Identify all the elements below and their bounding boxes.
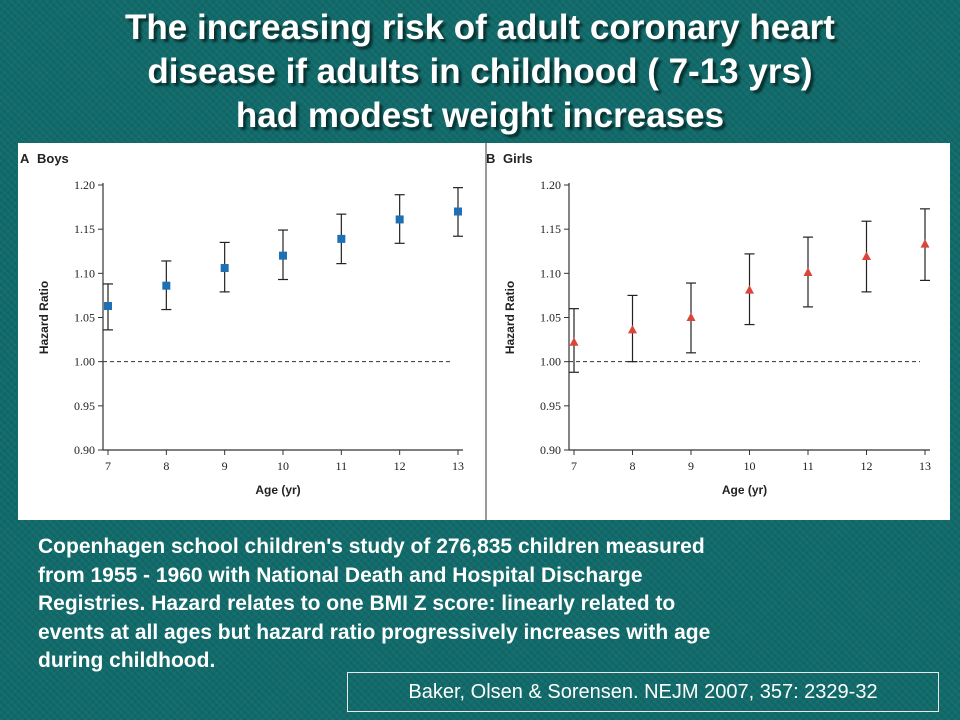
girls-data-point: [862, 251, 871, 261]
boys-data-point: [454, 207, 462, 216]
girls-ytick-label: 1.10: [540, 266, 561, 280]
girls-ytick-label: 0.90: [540, 443, 561, 457]
description-line-1: Copenhagen school children's study of 27…: [38, 535, 705, 558]
girls-xtick-label: 12: [861, 459, 873, 473]
boys-xtick-label: 7: [105, 459, 111, 473]
girls-panel-letter: B: [486, 151, 495, 166]
description-line-3: Registries. Hazard relates to one BMI Z …: [38, 592, 676, 616]
title-line-1: The increasing risk of adult coronary he…: [125, 8, 835, 47]
description-line-2: from 1955 - 1960 with National Death and…: [38, 563, 643, 587]
girls-ytick-label: 1.15: [540, 222, 561, 236]
girls-data-point: [686, 312, 696, 321]
boys-xtick-label: 8: [163, 459, 169, 473]
girls-data-point: [803, 267, 813, 276]
girls-data-point: [920, 239, 930, 248]
boys-xtick-label: 12: [394, 459, 406, 473]
boys-data-point: [337, 234, 346, 243]
girls-data-point: [628, 324, 637, 334]
girls-xtick-label: 11: [802, 459, 814, 473]
boys-ytick-label: 1.05: [74, 311, 95, 325]
title-line-2: disease if adults in childhood ( 7-13 yr…: [147, 52, 813, 91]
boys-xtick-label: 10: [277, 459, 289, 473]
hazard-ratio-chart: A Boys 0.90 0.95 1.00 1.05 1.10 1.15 1.20 7 8 9 10 11…: [20, 151, 931, 497]
boys-data-point: [395, 215, 404, 224]
boys-ytick-label: 0.90: [74, 443, 95, 457]
girls-xtick-label: 9: [688, 459, 694, 473]
girls-panel-title: Girls: [503, 151, 533, 166]
figure-panels: A Boys 0.90 0.95 1.00 1.05 1.10 1.15 1.20 7 8 9 10 11…: [18, 143, 950, 520]
boys-panel-letter: A: [20, 151, 30, 166]
girls-ytick-label: 1.00: [540, 355, 561, 369]
citation-text: Baker, Olsen & Sorensen. NEJM 2007, 357:…: [408, 681, 878, 703]
citation-box: Baker, Olsen & Sorensen. NEJM 2007, 357:…: [347, 672, 939, 712]
boys-data-point: [162, 281, 171, 290]
boys-xtick-label: 13: [452, 459, 464, 473]
title-line-3: had modest weight increases: [235, 96, 725, 135]
boys-ytick-label: 1.10: [74, 266, 95, 280]
description-line-4: events at all ages but hazard ratio prog…: [38, 620, 711, 644]
girls-ytick-label: 0.95: [540, 399, 561, 413]
girls-xtick-label: 8: [630, 459, 636, 473]
boys-y-axis-title: Hazard Ratio: [37, 281, 51, 354]
girls-xtick-label: 7: [571, 459, 577, 473]
girls-data-point: [745, 285, 754, 294]
girls-y-axis-title: Hazard Ratio: [503, 281, 517, 354]
girls-ytick-label: 1.20: [540, 178, 561, 192]
panel-divider: [485, 143, 487, 520]
study-description: Copenhagen school children's study of 27…: [38, 533, 938, 676]
boys-data-point: [279, 251, 287, 260]
boys-x-axis-title: Age (yr): [255, 483, 300, 497]
boys-ytick-label: 1.00: [74, 355, 95, 369]
description-line-5: during childhood.: [38, 649, 216, 673]
boys-panel-title: Boys: [37, 151, 69, 166]
girls-xtick-label: 10: [744, 459, 756, 473]
boys-data-point: [104, 302, 112, 311]
girls-x-axis-title: Age (yr): [722, 483, 767, 497]
boys-xtick-label: 9: [222, 459, 228, 473]
boys-ytick-label: 0.95: [74, 399, 95, 413]
boys-ytick-label: 1.20: [74, 178, 95, 192]
boys-xtick-label: 11: [336, 459, 348, 473]
girls-xtick-label: 13: [919, 459, 931, 473]
boys-data-point: [220, 264, 229, 273]
girls-ytick-label: 1.05: [540, 311, 561, 325]
girls-data-point: [569, 337, 579, 346]
boys-ytick-label: 1.15: [74, 222, 95, 236]
slide-title: The increasing risk of adult coronary he…: [0, 6, 960, 138]
